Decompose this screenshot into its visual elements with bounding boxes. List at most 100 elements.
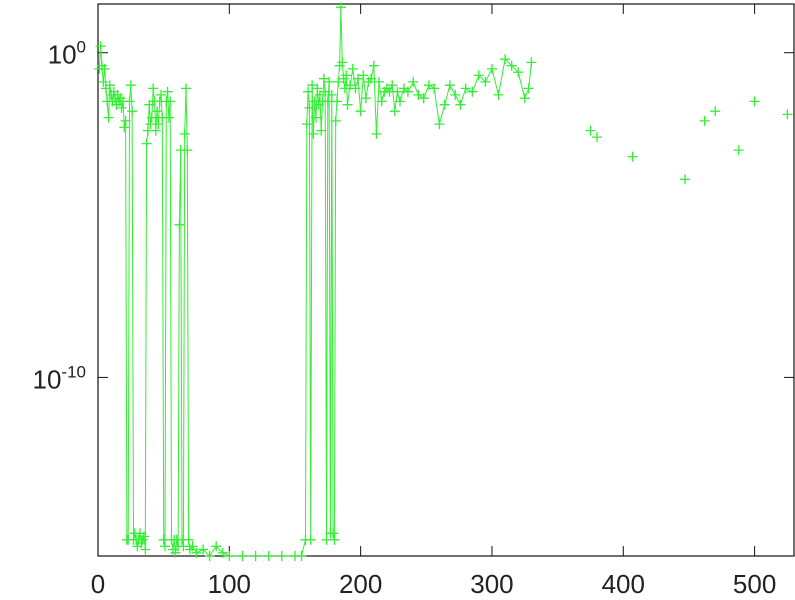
data-point [487, 63, 497, 74]
data-point [749, 96, 760, 107]
data-point [392, 86, 403, 97]
data-point [165, 96, 176, 107]
data-point [124, 96, 135, 107]
data-point [360, 93, 371, 104]
data-point [296, 551, 307, 561]
data-point [523, 83, 534, 94]
data-point [198, 544, 209, 555]
data-point [585, 125, 596, 136]
data-point [305, 534, 316, 545]
data-point [141, 138, 152, 149]
data-point [170, 547, 181, 558]
data-point [276, 551, 287, 561]
y-tick-label: 100 [48, 38, 86, 70]
data-point [162, 86, 173, 97]
data-point [473, 70, 484, 81]
data-point [342, 99, 353, 110]
data-point [444, 80, 455, 91]
data-point [376, 96, 387, 107]
data-point [125, 80, 136, 91]
data-point [314, 89, 325, 100]
data-point [104, 80, 115, 91]
x-tick-label: 0 [91, 569, 105, 599]
data-point [217, 547, 228, 558]
x-tick-label: 200 [339, 569, 382, 599]
data-point [500, 54, 511, 65]
data-point [191, 547, 202, 558]
data-point [337, 57, 348, 68]
data-point [144, 99, 155, 110]
data-point [163, 112, 174, 123]
data-point [312, 83, 323, 94]
data-point [182, 145, 193, 156]
data-point [103, 112, 114, 123]
data-point [439, 99, 450, 110]
data-point [467, 86, 478, 97]
data-point [250, 551, 261, 561]
data-point [389, 106, 400, 117]
data-point [345, 80, 356, 91]
data-point [148, 83, 159, 94]
data-point [395, 96, 405, 107]
x-tick-label: 100 [208, 569, 251, 599]
y-tick-label: 10-10 [33, 362, 87, 394]
data-point [174, 219, 185, 230]
x-tick-label: 300 [470, 569, 513, 599]
data-point [374, 76, 384, 87]
data-point [408, 76, 419, 87]
data-point [326, 89, 337, 100]
data-point [513, 67, 524, 78]
data-point [680, 174, 690, 185]
data-point [347, 63, 358, 74]
data-point [211, 541, 222, 552]
data-point [263, 551, 274, 561]
marker-layer [94, 2, 793, 561]
data-point [460, 83, 471, 94]
data-point [146, 112, 157, 123]
data-point [358, 70, 369, 81]
data-point [120, 115, 131, 126]
data-point [98, 76, 109, 87]
data-point [160, 541, 170, 552]
data-point [307, 80, 318, 91]
data-point [519, 93, 530, 104]
data-point [320, 86, 331, 97]
data-point [627, 151, 638, 162]
data-point [353, 73, 363, 84]
data-point [318, 73, 329, 84]
data-point [153, 119, 164, 130]
data-point [450, 89, 461, 100]
data-point [493, 89, 504, 100]
data-point [710, 106, 721, 117]
data-point [156, 89, 166, 100]
y-tick-exponent: -10 [61, 362, 86, 381]
data-point [371, 128, 382, 139]
data-point [480, 76, 491, 87]
tick-marks [97, 4, 794, 556]
data-point [368, 60, 379, 71]
data-point [350, 83, 361, 94]
data-point [183, 534, 194, 545]
data-point [324, 76, 335, 87]
data-point [301, 119, 312, 130]
data-point [733, 145, 744, 156]
data-point [224, 551, 235, 561]
data-point [322, 96, 333, 107]
data-point [339, 83, 350, 94]
data-point [332, 96, 342, 107]
data-point [139, 531, 149, 542]
data-point [308, 128, 319, 139]
data-point [179, 128, 190, 139]
data-point [782, 109, 793, 120]
data-point [99, 63, 110, 74]
data-point [237, 551, 248, 561]
data-point [304, 102, 315, 113]
data-point [178, 541, 189, 552]
data-point [341, 70, 352, 81]
data-point [303, 86, 314, 97]
data-point [413, 89, 424, 100]
data-point [355, 106, 366, 117]
y-tick-base: 10 [48, 40, 77, 70]
data-point [423, 80, 434, 91]
y-tick-exponent: 0 [77, 38, 86, 57]
